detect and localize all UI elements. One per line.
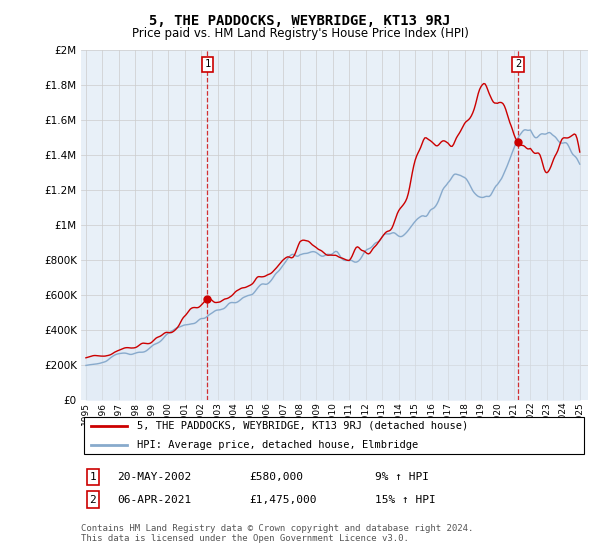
Text: 2: 2 <box>515 59 521 69</box>
Text: £580,000: £580,000 <box>249 472 303 482</box>
Text: 1: 1 <box>89 472 97 482</box>
Text: Contains HM Land Registry data © Crown copyright and database right 2024.
This d: Contains HM Land Registry data © Crown c… <box>81 524 473 543</box>
FancyBboxPatch shape <box>83 417 584 454</box>
Text: 9% ↑ HPI: 9% ↑ HPI <box>375 472 429 482</box>
Text: 15% ↑ HPI: 15% ↑ HPI <box>375 494 436 505</box>
Text: 06-APR-2021: 06-APR-2021 <box>117 494 191 505</box>
Text: 5, THE PADDOCKS, WEYBRIDGE, KT13 9RJ (detached house): 5, THE PADDOCKS, WEYBRIDGE, KT13 9RJ (de… <box>137 421 468 431</box>
Text: 2: 2 <box>89 494 97 505</box>
Text: 5, THE PADDOCKS, WEYBRIDGE, KT13 9RJ: 5, THE PADDOCKS, WEYBRIDGE, KT13 9RJ <box>149 14 451 28</box>
Text: Price paid vs. HM Land Registry's House Price Index (HPI): Price paid vs. HM Land Registry's House … <box>131 27 469 40</box>
Text: HPI: Average price, detached house, Elmbridge: HPI: Average price, detached house, Elmb… <box>137 440 418 450</box>
Text: £1,475,000: £1,475,000 <box>249 494 317 505</box>
Text: 1: 1 <box>204 59 211 69</box>
Text: 20-MAY-2002: 20-MAY-2002 <box>117 472 191 482</box>
